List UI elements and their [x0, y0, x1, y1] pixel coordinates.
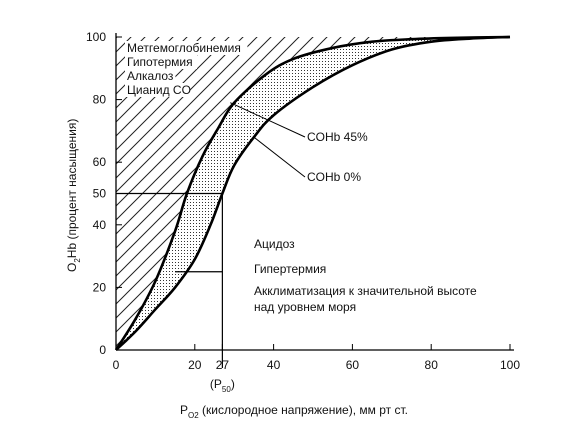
annotation-background: [125, 83, 190, 97]
p50-tick-label: (P50): [210, 377, 235, 394]
y-tick-label: 40: [93, 218, 107, 232]
x-axis-ticks: 0 20 27 40 60 80 100: [113, 344, 520, 372]
curve-label: COHb 45%: [307, 130, 368, 144]
annotation-background: [125, 55, 197, 69]
left-shift-factor: Цианид CO: [127, 83, 191, 97]
x-tick-label: 100: [500, 358, 520, 372]
y-tick-label: 60: [93, 155, 107, 169]
y-axis-label: O2Hb (процент насыщения): [65, 119, 82, 272]
x-tick-label: 40: [267, 358, 281, 372]
curve-labels: COHb 45% COHb 0%: [230, 102, 368, 184]
curve-cohb-0: [115, 35, 511, 351]
right-shift-factor: над уровнем моря: [254, 300, 356, 314]
x-tick-label: 27: [216, 358, 230, 372]
curve-cohb-45: [114, 35, 511, 351]
left-shift-factor: Алкалоз: [127, 69, 174, 83]
x-tick-label: 20: [188, 358, 202, 372]
right-shift-factor: Акклиматизация к значительной высоте: [254, 284, 477, 298]
y-tick-label: 80: [93, 93, 107, 107]
curve-label-leader: [230, 102, 306, 138]
right-shift-factor: Гипертермия: [254, 262, 326, 276]
right-shift-annotations: Ацидоз Гипертермия Акклиматизация к значит…: [254, 237, 477, 314]
y-tick-label: 50: [93, 187, 107, 201]
y-tick-label: 100: [86, 30, 106, 44]
left-shift-factor: Гипотермия: [127, 55, 193, 69]
left-shift-annotations: МетгемоглобинемияГипотермияАлкалозЦианид…: [125, 41, 248, 97]
left-shift-hatched-region: [116, 37, 510, 350]
right-shift-factor: Ацидоз: [254, 237, 295, 251]
annotation-background: [125, 69, 176, 83]
curve-label-leader: [253, 136, 306, 178]
x-tick-label: 60: [346, 358, 360, 372]
annotation-background: [125, 41, 248, 55]
curve-label: COHb 0%: [307, 170, 361, 184]
y-axis-ticks: 0 20 40 50 60 80 100: [86, 30, 122, 357]
x-tick-label: 0: [113, 358, 120, 372]
x-tick-label: 80: [425, 358, 439, 372]
x-axis-label: PO2 (кислородное напряжение), мм рт ст.: [180, 403, 408, 420]
y-tick-label: 20: [93, 280, 107, 294]
left-shift-factor: Метгемоглобинемия: [127, 41, 241, 55]
y-tick-label: 0: [99, 343, 106, 357]
reference-lines: [116, 192, 223, 368]
